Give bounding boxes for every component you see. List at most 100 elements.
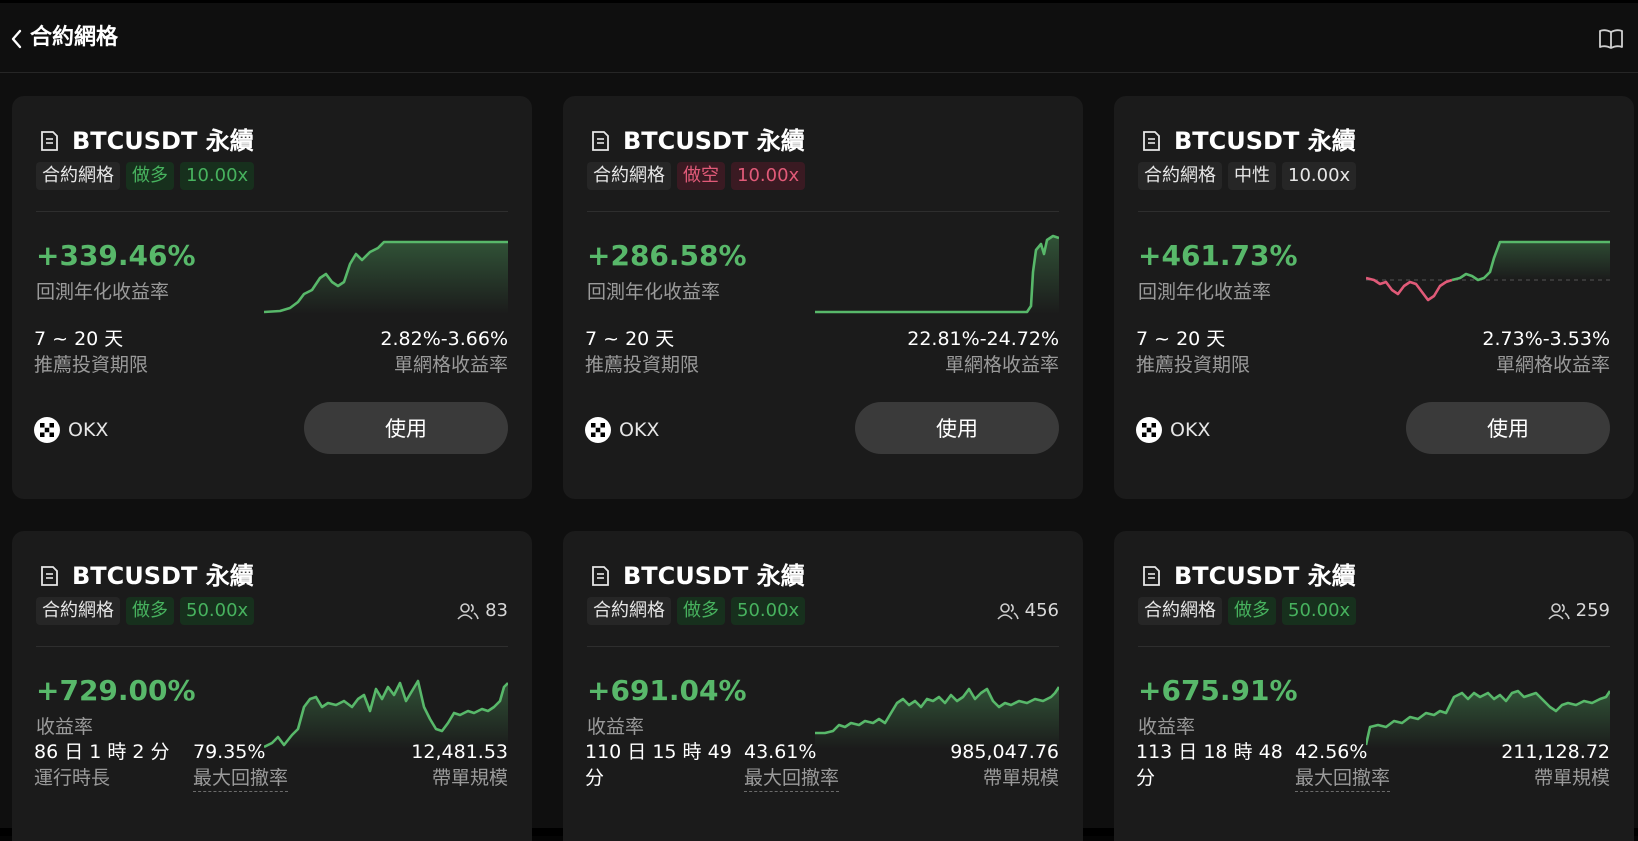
divider	[1138, 211, 1610, 212]
follower-count: 259	[1548, 597, 1610, 625]
runtime-value: 113 日 18 時 48	[1136, 741, 1283, 763]
grid-yield-label: 單網格收益率	[944, 354, 1059, 376]
chevron-left-icon[interactable]	[8, 27, 26, 51]
copy-size-label: 帶單規模	[982, 767, 1059, 789]
sparkline-chart	[264, 679, 508, 749]
symbol-title: BTCUSDT 永續	[623, 562, 805, 590]
strategy-card[interactable]: BTCUSDT 永續 合約網格 做多 10.00x +339.46% 回測年化收…	[12, 96, 532, 499]
symbol-title: BTCUSDT 永續	[623, 127, 805, 155]
sparkline-chart	[815, 234, 1059, 314]
type-tag: 合約網格	[36, 162, 120, 190]
divider	[36, 211, 508, 212]
type-tag: 合約網格	[1138, 162, 1222, 190]
return-label: 收益率	[587, 716, 645, 738]
follower-number: 83	[485, 600, 508, 621]
top-bar: 合約網格	[0, 3, 1638, 73]
users-icon	[997, 603, 1019, 620]
return-label: 收益率	[36, 716, 94, 738]
direction-tag: 做多	[1228, 597, 1276, 625]
sparkline-chart	[1366, 689, 1610, 749]
drawdown-label[interactable]: 最大回撤率	[1295, 765, 1391, 792]
period-label: 推薦投資期限	[585, 354, 700, 376]
return-label: 回測年化收益率	[36, 281, 170, 303]
return-value: +339.46%	[36, 239, 196, 272]
type-tag: 合約網格	[36, 597, 120, 625]
drawdown-value: 43.61%	[744, 741, 817, 763]
return-label: 回測年化收益率	[1138, 281, 1272, 303]
users-icon	[457, 603, 479, 620]
period-label: 推薦投資期限	[1136, 354, 1251, 376]
drawdown-value: 42.56%	[1295, 741, 1368, 763]
users-icon	[1548, 603, 1570, 620]
return-label: 收益率	[1138, 716, 1196, 738]
follower-count: 83	[457, 597, 508, 625]
page-title: 合約網格	[30, 25, 119, 50]
direction-tag: 做空	[677, 162, 725, 190]
drawdown-label[interactable]: 最大回撤率	[193, 765, 289, 792]
leverage-tag: 50.00x	[731, 597, 806, 625]
runtime-value: 110 日 15 時 49	[585, 741, 732, 763]
exchange-name: OKX	[68, 419, 109, 441]
exchange-name: OKX	[619, 419, 660, 441]
period-label: 推薦投資期限	[34, 354, 149, 376]
leverage-tag: 50.00x	[1282, 597, 1357, 625]
follower-number: 456	[1024, 600, 1059, 621]
runtime-label: 運行時長	[34, 767, 111, 789]
drawdown-label[interactable]: 最大回撤率	[744, 765, 840, 792]
runtime-value-line2: 分	[585, 767, 605, 789]
use-button[interactable]: 使用	[1406, 402, 1610, 454]
strategy-card[interactable]: BTCUSDT 永續 合約網格 中性 10.00x +461.73% 回測年化收…	[1114, 96, 1634, 499]
use-button[interactable]: 使用	[304, 402, 508, 454]
period-value: 7 ~ 20 天	[34, 328, 124, 350]
strategy-card[interactable]: BTCUSDT 永續 合約網格 做空 10.00x +286.58% 回測年化收…	[563, 96, 1083, 499]
exchange-name: OKX	[1170, 419, 1211, 441]
return-value: +675.91%	[1138, 674, 1298, 707]
symbol-title: BTCUSDT 永續	[72, 562, 254, 590]
period-value: 7 ~ 20 天	[1136, 328, 1226, 350]
sparkline-chart	[815, 686, 1059, 749]
return-value: +461.73%	[1138, 239, 1298, 272]
grid-yield-value: 2.73%-3.53%	[1482, 328, 1610, 350]
runtime-value-line2: 分	[1136, 767, 1156, 789]
grid-yield-label: 單網格收益率	[393, 354, 508, 376]
return-value: +691.04%	[587, 674, 747, 707]
runtime-value: 86 日 1 時 2 分	[34, 741, 170, 763]
leverage-tag: 10.00x	[180, 162, 255, 190]
copy-trade-card[interactable]: BTCUSDT 永續 合約網格 做多 50.00x 456 +691.04% 收…	[563, 531, 1083, 841]
type-tag: 合約網格	[587, 597, 671, 625]
grid-yield-value: 22.81%-24.72%	[907, 328, 1059, 350]
copy-trade-card[interactable]: BTCUSDT 永續 合約網格 做多 50.00x 259 +675.91% 收…	[1114, 531, 1634, 841]
use-button[interactable]: 使用	[855, 402, 1059, 454]
follower-number: 259	[1575, 600, 1610, 621]
okx-logo-icon	[1136, 417, 1162, 443]
return-label: 回測年化收益率	[587, 281, 721, 303]
okx-logo-icon	[34, 417, 60, 443]
sparkline-chart	[1366, 240, 1610, 302]
divider	[36, 646, 508, 647]
document-icon	[1143, 566, 1160, 586]
document-icon	[592, 566, 609, 586]
book-icon[interactable]	[1598, 27, 1624, 51]
return-value: +286.58%	[587, 239, 747, 272]
grid-yield-label: 單網格收益率	[1495, 354, 1610, 376]
direction-tag: 中性	[1228, 162, 1276, 190]
copy-trade-card[interactable]: BTCUSDT 永續 合約網格 做多 50.00x 83 +729.00% 收益…	[12, 531, 532, 841]
symbol-title: BTCUSDT 永續	[1174, 127, 1356, 155]
symbol-title: BTCUSDT 永續	[1174, 562, 1356, 590]
period-value: 7 ~ 20 天	[585, 328, 675, 350]
direction-tag: 做多	[126, 162, 174, 190]
okx-logo-icon	[585, 417, 611, 443]
divider	[587, 646, 1059, 647]
grid-yield-value: 2.82%-3.66%	[380, 328, 508, 350]
direction-tag: 做多	[126, 597, 174, 625]
symbol-title: BTCUSDT 永續	[72, 127, 254, 155]
follower-count: 456	[997, 597, 1059, 625]
document-icon	[592, 131, 609, 151]
copy-size-value: 12,481.53	[411, 741, 508, 763]
divider	[1138, 646, 1610, 647]
divider	[587, 211, 1059, 212]
document-icon	[41, 131, 58, 151]
drawdown-value: 79.35%	[193, 741, 266, 763]
return-value: +729.00%	[36, 674, 196, 707]
